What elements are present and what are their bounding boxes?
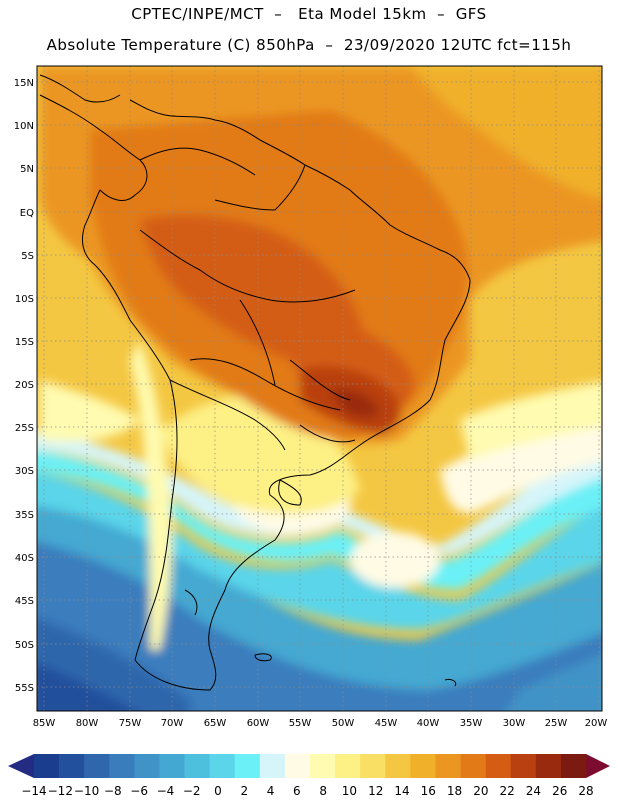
colorbar-tick-label: 14 (394, 784, 409, 798)
lat-label-15n: 15N (14, 78, 34, 89)
colorbar-swatch (284, 754, 311, 778)
lat-label-25s: 25S (15, 423, 34, 434)
colorbar-tick-label: −4 (157, 784, 175, 798)
temperature-field (37, 66, 602, 711)
colorbar-tick-label: −14 (21, 784, 46, 798)
colorbar-tick-label: 22 (499, 784, 514, 798)
colorbar-tick-label: 18 (447, 784, 462, 798)
colorbar-tick-label: 24 (526, 784, 541, 798)
lon-label-60w: 60W (247, 718, 270, 729)
colorbar-swatch (410, 754, 436, 778)
title-line-2: Absolute Temperature (C) 850hPa – 23/09/… (46, 36, 572, 54)
colorbar-swatch (435, 754, 461, 778)
colorbar-tick-label: −8 (104, 784, 122, 798)
lon-label-75w: 75W (119, 718, 142, 729)
colorbar-swatch (134, 754, 160, 778)
lon-label-20w: 20W (585, 718, 608, 729)
lat-label-40s: 40S (15, 553, 34, 564)
title-line-1: CPTEC/INPE/MCT – Eta Model 15km – GFS (131, 5, 487, 23)
colorbar-tick-label: 0 (214, 784, 222, 798)
colorbar-tick-label: −10 (74, 784, 99, 798)
colorbar-swatch (34, 754, 60, 778)
colorbar-low-arrow (8, 754, 34, 778)
lat-label-5n: 5N (20, 164, 34, 175)
lon-label-55w: 55W (289, 718, 312, 729)
lon-label-25w: 25W (545, 718, 568, 729)
colorbar-swatch (460, 754, 486, 778)
lon-label-65w: 65W (204, 718, 227, 729)
lat-label-50s: 50S (15, 640, 34, 651)
lon-label-85w: 85W (33, 718, 56, 729)
lon-label-50w: 50W (332, 718, 355, 729)
colorbar-tick-label: 28 (578, 784, 593, 798)
colorbar-swatch (485, 754, 512, 778)
lon-label-70w: 70W (161, 718, 184, 729)
longitude-labels: 85W 80W 75W 70W 65W 60W 55W 50W 45W 40W … (33, 718, 608, 729)
colorbar-swatch (109, 754, 135, 778)
lat-label-10n: 10N (14, 121, 34, 132)
lat-label-10s: 10S (15, 294, 34, 305)
lon-label-40w: 40W (417, 718, 440, 729)
lat-label-5s: 5S (21, 251, 34, 262)
colorbar-swatch (209, 754, 236, 778)
colorbar-swatch (385, 754, 411, 778)
colorbar-swatch (510, 754, 537, 778)
lon-label-35w: 35W (460, 718, 483, 729)
colorbar-tick-label: 4 (267, 784, 275, 798)
colorbar-swatch (84, 754, 110, 778)
colorbar-swatch (560, 754, 587, 778)
colorbar-high-arrow (586, 754, 610, 778)
colorbar-tick-label: 2 (240, 784, 248, 798)
map-frame (36, 65, 603, 712)
colorbar-tick-label: 16 (421, 784, 436, 798)
colorbar-tick-label: −12 (48, 784, 73, 798)
colorbar-tick-label: 12 (368, 784, 383, 798)
colorbar-swatch (259, 754, 286, 778)
lat-label-35s: 35S (15, 510, 34, 521)
colorbar-swatch (335, 754, 361, 778)
lat-label-30s: 30S (15, 466, 34, 477)
colorbar-swatch (310, 754, 336, 778)
latitude-labels: 15N 10N 5N EQ 5S 10S 15S 20S 25S 30S 35S… (14, 78, 34, 694)
colorbar-swatch (184, 754, 210, 778)
colorbar-tick-label: 20 (473, 784, 488, 798)
colorbar-tick-label: −6 (130, 784, 148, 798)
colorbar: −14 −12 −10 −8 −6 −4 −2 0 2 4 6 8 10 12 14 16 18 20 22 24 26… (8, 754, 610, 798)
lat-label-15s: 15S (15, 337, 34, 348)
colorbar-tick-label: 6 (293, 784, 301, 798)
lat-label-eq: EQ (20, 208, 34, 219)
lon-label-45w: 45W (375, 718, 398, 729)
lat-label-45s: 45S (15, 596, 34, 607)
colorbar-swatch (535, 754, 562, 778)
lon-label-30w: 30W (503, 718, 526, 729)
colorbar-swatch (360, 754, 386, 778)
lon-label-80w: 80W (76, 718, 99, 729)
lat-label-55s: 55S (15, 683, 34, 694)
colorbar-tick-label: 10 (342, 784, 357, 798)
colorbar-tick-label: 8 (319, 784, 327, 798)
colorbar-tick-label: −2 (183, 784, 201, 798)
colorbar-swatch (59, 754, 85, 778)
colorbar-tick-label: 26 (552, 784, 567, 798)
colorbar-swatch (234, 754, 261, 778)
colorbar-swatch (159, 754, 185, 778)
lat-label-20s: 20S (15, 380, 34, 391)
coastlines (39, 74, 471, 691)
